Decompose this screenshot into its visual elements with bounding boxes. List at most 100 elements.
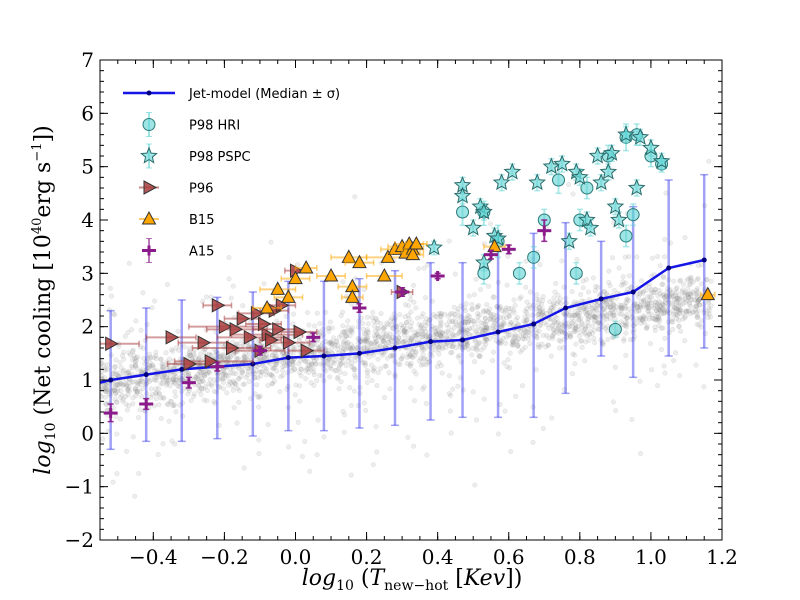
cloud-point	[424, 262, 430, 268]
cloud-point	[511, 342, 517, 348]
cloud-point	[299, 453, 305, 460]
cloud-point	[488, 311, 494, 317]
cloud-point	[570, 351, 576, 357]
cloud-point	[165, 378, 171, 384]
cloud-point	[214, 389, 220, 395]
cloud-point	[327, 339, 333, 345]
cloud-point	[504, 334, 510, 340]
cloud-point	[519, 347, 525, 353]
cloud-point	[416, 266, 422, 272]
cloud-point	[382, 394, 388, 401]
cloud-point	[580, 285, 586, 291]
cloud-point	[646, 316, 652, 322]
cloud-point	[132, 493, 138, 499]
cloud-point	[115, 381, 121, 388]
cloud-point	[530, 312, 536, 318]
cloud-point	[345, 318, 351, 324]
cloud-point	[348, 472, 354, 478]
cloud-point	[605, 336, 611, 343]
cloud-point	[387, 353, 393, 359]
cloud-point	[146, 362, 153, 368]
cloud-point	[389, 315, 395, 321]
cloud-point	[618, 319, 624, 325]
cloud-point	[469, 318, 475, 324]
cloud-point	[146, 351, 153, 357]
cloud-point	[546, 335, 552, 341]
cloud-point	[682, 338, 688, 344]
cloud-point	[546, 308, 552, 314]
cloud-point	[604, 316, 610, 322]
cloud-point	[475, 318, 481, 324]
cloud-point	[170, 403, 176, 409]
cloud-point	[372, 333, 378, 339]
cloud-point	[599, 340, 605, 346]
cloud-point	[624, 315, 630, 321]
cloud-point	[596, 326, 602, 332]
cloud-point	[673, 289, 679, 295]
cloud-point	[482, 315, 488, 322]
cloud-point	[582, 309, 588, 316]
cloud-point	[158, 356, 164, 362]
cloud-point	[222, 375, 228, 381]
cloud-point	[112, 396, 118, 402]
cloud-point	[134, 388, 141, 394]
cloud-point	[206, 369, 212, 375]
cloud-point	[684, 277, 690, 283]
y-tick-label: 5	[81, 155, 94, 179]
cloud-point	[171, 372, 177, 378]
cloud-point	[342, 337, 348, 343]
cloud-point	[333, 338, 339, 344]
cloud-point	[530, 439, 536, 445]
cloud-point	[503, 305, 509, 311]
cloud-point	[135, 414, 141, 421]
cloud-point	[577, 329, 583, 335]
cloud-point	[448, 430, 454, 436]
cloud-point	[320, 360, 327, 366]
cloud-point	[129, 357, 135, 363]
cloud-point	[578, 307, 584, 313]
cloud-point	[562, 321, 568, 327]
cloud-point	[578, 338, 584, 344]
x-tick-label: 0.8	[564, 545, 596, 569]
cloud-point	[326, 340, 332, 347]
cloud-point	[129, 379, 135, 385]
legend-item: P98 HRI	[142, 112, 240, 137]
y-tick-label: 0	[81, 421, 94, 445]
cloud-point	[280, 368, 286, 374]
cloud-point	[315, 417, 321, 423]
cloud-point	[677, 373, 683, 379]
cloud-point	[317, 321, 323, 327]
cloud-point	[495, 431, 501, 437]
cloud-point	[480, 328, 486, 334]
cloud-point	[571, 313, 577, 319]
cloud-point	[701, 384, 707, 390]
cloud-point	[378, 311, 384, 317]
cloud-point	[128, 363, 134, 369]
cloud-point	[423, 323, 429, 329]
cloud-point	[590, 306, 596, 312]
cloud-point	[683, 289, 689, 296]
cloud-point	[449, 349, 455, 355]
cloud-point	[209, 383, 215, 389]
legend: Jet-model (Median ± σ) P98 HRI P98 PSPC P96…	[123, 87, 340, 263]
cloud-point	[676, 306, 682, 312]
cloud-point	[457, 375, 463, 381]
cloud-point	[433, 328, 439, 334]
cloud-point	[693, 362, 699, 368]
cloud-point	[590, 275, 596, 281]
cloud-point	[693, 291, 700, 297]
cloud-point	[124, 407, 131, 413]
cloud-point	[677, 308, 683, 314]
cloud-point	[297, 383, 303, 389]
cloud-point	[343, 333, 349, 340]
cloud-point	[482, 315, 488, 321]
cloud-point	[595, 320, 601, 326]
cloud-point	[603, 314, 610, 320]
cloud-point	[227, 354, 233, 360]
cloud-point	[473, 343, 479, 349]
cloud-point	[487, 221, 494, 227]
cloud-point	[200, 379, 206, 385]
data-marker	[143, 180, 158, 195]
cloud-point	[601, 288, 608, 294]
cloud-point	[329, 345, 335, 351]
